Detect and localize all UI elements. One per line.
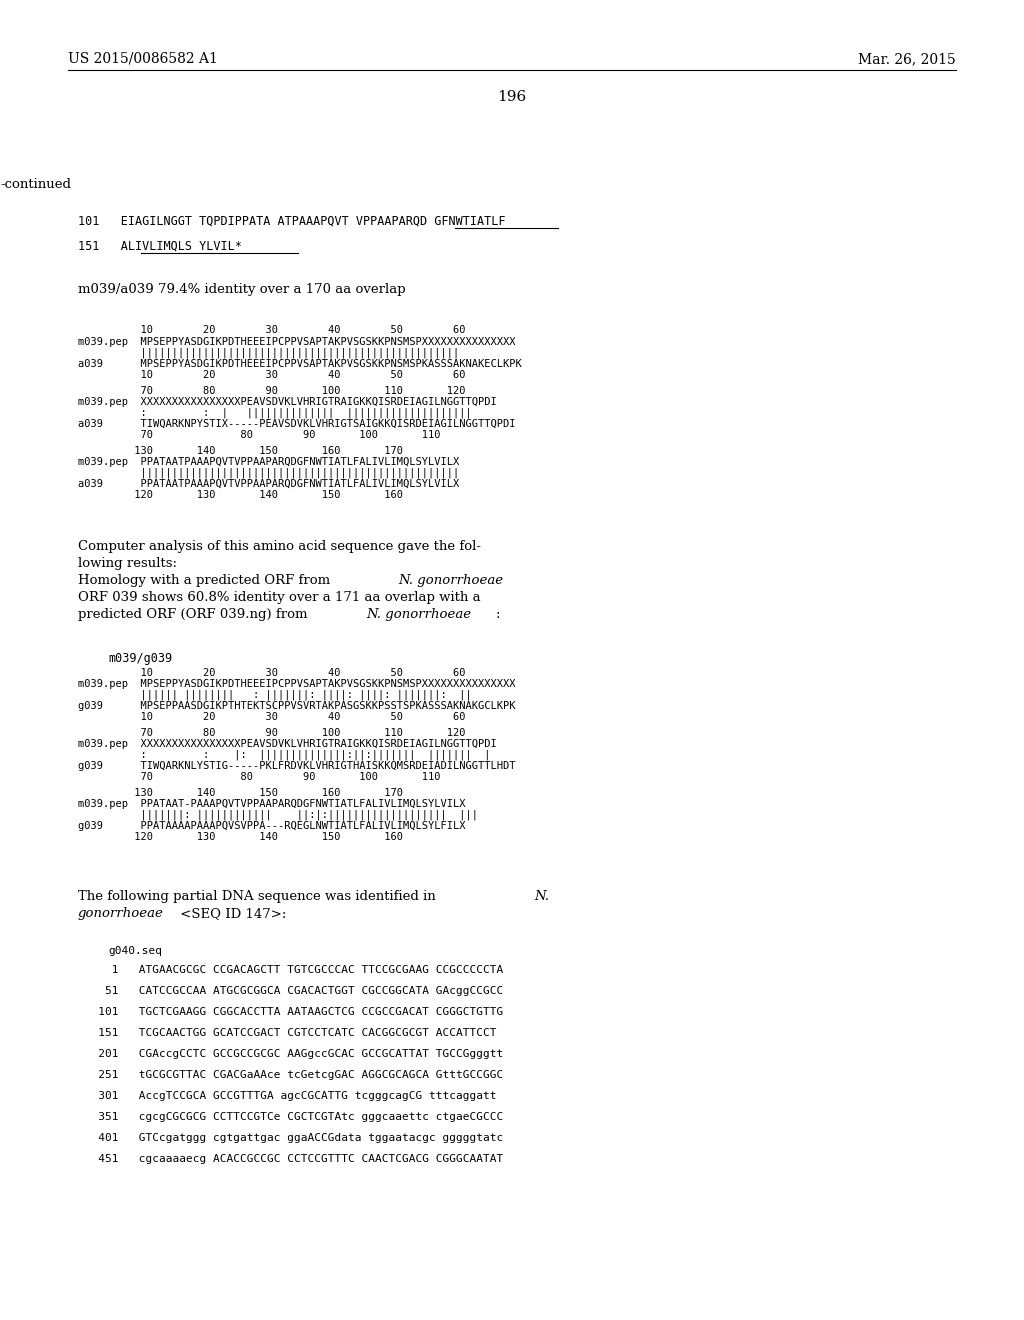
Text: US 2015/0086582 A1: US 2015/0086582 A1 xyxy=(68,51,218,66)
Text: m039.pep  MPSEPPYASDGIKPDTHEEEIPCPPVSAPTAKPVSGSKKPNSMSPXXXXXXXXXXXXXXX: m039.pep MPSEPPYASDGIKPDTHEEEIPCPPVSAPTA… xyxy=(78,337,515,347)
Text: Computer analysis of this amino acid sequence gave the fol-: Computer analysis of this amino acid seq… xyxy=(78,540,481,553)
Text: 196: 196 xyxy=(498,90,526,104)
Text: m039.pep  MPSEPPYASDGIKPDTHEEEIPCPPVSAPTAKPVSGSKKPNSMSPXXXXXXXXXXXXXXX: m039.pep MPSEPPYASDGIKPDTHEEEIPCPPVSAPTA… xyxy=(78,678,515,689)
Text: m039/a039 79.4% identity over a 170 aa overlap: m039/a039 79.4% identity over a 170 aa o… xyxy=(78,282,406,296)
Text: 251   tGCGCGTTAC CGACGaAAce tcGetcgGAC AGGCGCAGCA GtttGCCGGC: 251 tGCGCGTTAC CGACGaAAce tcGetcgGAC AGG… xyxy=(78,1071,503,1080)
Text: |||||||: ||||||||||||    ||:|:|||||||||||||||||||  |||: |||||||: |||||||||||| ||:|:|||||||||||||… xyxy=(78,810,478,821)
Text: predicted ORF (ORF 039.ng) from: predicted ORF (ORF 039.ng) from xyxy=(78,609,311,620)
Text: |||||||||||||||||||||||||||||||||||||||||||||||||||: ||||||||||||||||||||||||||||||||||||||||… xyxy=(78,469,459,479)
Text: lowing results:: lowing results: xyxy=(78,557,177,570)
Text: 10        20        30        40        50        60: 10 20 30 40 50 60 xyxy=(78,325,466,335)
Text: 51   CATCCGCCAA ATGCGCGGCA CGACACTGGT CGCCGGCATA GAcggCCGCC: 51 CATCCGCCAA ATGCGCGGCA CGACACTGGT CGCC… xyxy=(78,986,503,997)
Text: 70              80        90       100       110: 70 80 90 100 110 xyxy=(78,772,440,781)
Text: m039/g039: m039/g039 xyxy=(108,652,172,665)
Text: 120       130       140       150       160: 120 130 140 150 160 xyxy=(78,832,403,842)
Text: m039.pep  PPATAATPAAAPQVTVPPAAPARQDGFNWTIATLFALIVLIMQLSYLVILX: m039.pep PPATAATPAAAPQVTVPPAAPARQDGFNWTI… xyxy=(78,457,459,467)
Text: :: : xyxy=(496,609,501,620)
Text: 1   ATGAACGCGC CCGACAGCTT TGTCGCCCAC TTCCGCGAAG CCGCCCCCTA: 1 ATGAACGCGC CCGACAGCTT TGTCGCCCAC TTCCG… xyxy=(78,965,503,975)
Text: 151   ALIVLIMQLS YLVIL*: 151 ALIVLIMQLS YLVIL* xyxy=(78,240,242,253)
Text: <SEQ ID 147>:: <SEQ ID 147>: xyxy=(176,907,287,920)
Text: 130       140       150       160       170: 130 140 150 160 170 xyxy=(78,446,403,455)
Text: 401   GTCcgatggg cgtgattgac ggaACCGdata tggaatacgc gggggtatc: 401 GTCcgatggg cgtgattgac ggaACCGdata tg… xyxy=(78,1133,503,1143)
Text: |||||| ||||||||   : |||||||: ||||: ||||: |||||||:  ||: |||||| |||||||| : |||||||: ||||: ||||: |… xyxy=(78,690,472,701)
Text: Homology with a predicted ORF from: Homology with a predicted ORF from xyxy=(78,574,335,587)
Text: 70        80        90       100       110       120: 70 80 90 100 110 120 xyxy=(78,729,466,738)
Text: gonorrhoeae: gonorrhoeae xyxy=(78,907,164,920)
Text: 101   TGCTCGAAGG CGGCACCTTA AATAAGCTCG CCGCCGACAT CGGGCTGTTG: 101 TGCTCGAAGG CGGCACCTTA AATAAGCTCG CCG… xyxy=(78,1007,503,1016)
Text: g040.seq: g040.seq xyxy=(108,946,162,956)
Text: m039.pep  PPATAAT-PAAAPQVTVPPAAPARQDGFNWTIATLFALIVLIMQLSYLVILX: m039.pep PPATAAT-PAAAPQVTVPPAAPARQDGFNWT… xyxy=(78,799,466,809)
Text: 70        80        90       100       110       120: 70 80 90 100 110 120 xyxy=(78,385,466,396)
Text: a039      MPSEPPYASDGIKPDTHEEEIPCPPVSAPTAKPVSGSKKPNSMSPKASSSAKNAKECLKPK: a039 MPSEPPYASDGIKPDTHEEEIPCPPVSAPTAKPVS… xyxy=(78,359,522,370)
Text: g039      MPSEPPAASDGIKPTHTEKTSCPPVSVRTAKPASGSKKPSSTSPKASSSAKNAKGCLKPK: g039 MPSEPPAASDGIKPTHTEKTSCPPVSVRTAKPASG… xyxy=(78,701,515,711)
Text: g039      TIWQARKNLYSTIG-----PKLFRDVKLVHRIGTHAISKKQMSRDEIADILNGGTTLHDT: g039 TIWQARKNLYSTIG-----PKLFRDVKLVHRIGTH… xyxy=(78,762,515,771)
Text: a039      PPATAATPAAAPQVTVPPAAPARQDGFNWTIATLFALIVLIMQLSYLVILX: a039 PPATAATPAAAPQVTVPPAAPARQDGFNWTIATLF… xyxy=(78,479,459,488)
Text: -continued: -continued xyxy=(0,178,72,191)
Text: 301   AccgTCCGCA GCCGTTTGA agcCGCATTG tcgggcagCG tttcaggatt: 301 AccgTCCGCA GCCGTTTGA agcCGCATTG tcgg… xyxy=(78,1092,497,1101)
Text: :         :  |   ||||||||||||||  ||||||||||||||||||||: : : | |||||||||||||| |||||||||||||||||||… xyxy=(78,408,472,418)
Text: 70              80        90       100       110: 70 80 90 100 110 xyxy=(78,430,440,440)
Text: m039.pep  XXXXXXXXXXXXXXXXPEAVSDVKLVHRIGTRAIGKKQISRDEIAGILNGGTTQPDI: m039.pep XXXXXXXXXXXXXXXXPEAVSDVKLVHRIGT… xyxy=(78,739,497,748)
Text: |||||||||||||||||||||||||||||||||||||||||||||||||||: ||||||||||||||||||||||||||||||||||||||||… xyxy=(78,348,459,359)
Text: N. gonorrhoeae: N. gonorrhoeae xyxy=(398,574,503,587)
Text: 10        20        30        40        50        60: 10 20 30 40 50 60 xyxy=(78,370,466,380)
Text: 201   CGAccgCCTC GCCGCCGCGC AAGgccGCAC GCCGCATTAT TGCCGgggtt: 201 CGAccgCCTC GCCGCCGCGC AAGgccGCAC GCC… xyxy=(78,1049,503,1059)
Text: a039      TIWQARKNPYSTIX-----PEAVSDVKLVHRIGTSAIGKKQISRDEIAGILNGGTTQPDI: a039 TIWQARKNPYSTIX-----PEAVSDVKLVHRIGTS… xyxy=(78,418,515,429)
Text: Mar. 26, 2015: Mar. 26, 2015 xyxy=(858,51,956,66)
Text: 10        20        30        40        50        60: 10 20 30 40 50 60 xyxy=(78,711,466,722)
Text: m039.pep  XXXXXXXXXXXXXXXXPEAVSDVKLVHRIGTRAIGKKQISRDEIAGILNGGTTQPDI: m039.pep XXXXXXXXXXXXXXXXPEAVSDVKLVHRIGT… xyxy=(78,397,497,407)
Text: 130       140       150       160       170: 130 140 150 160 170 xyxy=(78,788,403,799)
Text: 151   TCGCAACTGG GCATCCGACT CGTCCTCATC CACGGCGCGT ACCATTCCT: 151 TCGCAACTGG GCATCCGACT CGTCCTCATC CAC… xyxy=(78,1028,497,1038)
Text: :         :    |:  ||||||||||||||:||:|||||||  |||||||  |: : : |: ||||||||||||||:||:||||||| |||||||… xyxy=(78,750,490,760)
Text: 101   EIAGILNGGT TQPDIPPATA ATPAAAPQVT VPPAAPARQD GFNWTIATLF: 101 EIAGILNGGT TQPDIPPATA ATPAAAPQVT VPP… xyxy=(78,215,506,228)
Text: 451   cgcaaaaecg ACACCGCCGC CCTCCGTTTC CAACTCGACG CGGGCAATAT: 451 cgcaaaaecg ACACCGCCGC CCTCCGTTTC CAA… xyxy=(78,1154,503,1164)
Text: N.: N. xyxy=(534,890,549,903)
Text: 120       130       140       150       160: 120 130 140 150 160 xyxy=(78,490,403,500)
Text: g039      PPATAAAAPAAAPQVSVPPA---RQEGLNWTIATLFALIVLIMQLSYLFILX: g039 PPATAAAAPAAAPQVSVPPA---RQEGLNWTIATL… xyxy=(78,821,466,832)
Text: N. gonorrhoeae: N. gonorrhoeae xyxy=(366,609,471,620)
Text: 10        20        30        40        50        60: 10 20 30 40 50 60 xyxy=(78,668,466,678)
Text: ORF 039 shows 60.8% identity over a 171 aa overlap with a: ORF 039 shows 60.8% identity over a 171 … xyxy=(78,591,480,605)
Text: 351   cgcgCGCGCG CCTTCCGTCe CGCTCGTAtc gggcaaettc ctgaeCGCCC: 351 cgcgCGCGCG CCTTCCGTCe CGCTCGTAtc ggg… xyxy=(78,1111,503,1122)
Text: The following partial DNA sequence was identified in: The following partial DNA sequence was i… xyxy=(78,890,440,903)
